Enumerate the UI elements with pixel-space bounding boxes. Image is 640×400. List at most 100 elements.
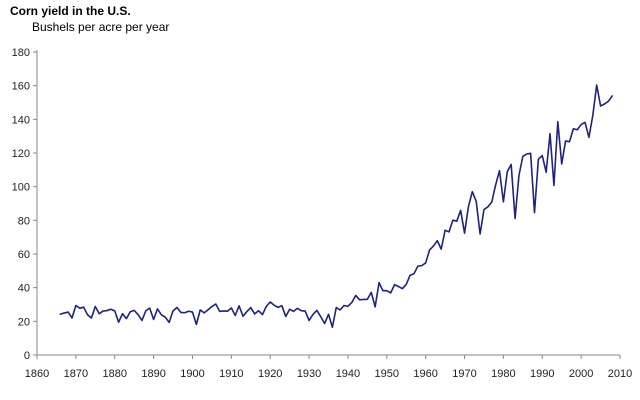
- data-point: [339, 309, 341, 311]
- data-point: [110, 308, 112, 310]
- data-point: [133, 310, 135, 312]
- data-point: [433, 245, 435, 247]
- data-point: [483, 209, 485, 211]
- data-point: [75, 305, 77, 307]
- data-point: [526, 153, 528, 155]
- data-point: [273, 304, 275, 306]
- y-tick-label: 40: [18, 283, 30, 295]
- data-point: [203, 312, 205, 314]
- x-tick-label: 1870: [64, 368, 88, 380]
- data-point: [495, 184, 497, 186]
- data-point: [137, 314, 139, 316]
- data-point: [499, 170, 501, 172]
- data-point: [161, 314, 163, 316]
- data-point: [335, 307, 337, 309]
- data-point: [437, 240, 439, 242]
- data-point: [67, 311, 69, 313]
- x-tick-label: 1980: [491, 368, 515, 380]
- data-point: [266, 306, 268, 308]
- data-point: [141, 320, 143, 322]
- x-tick-label: 1950: [375, 368, 399, 380]
- data-point: [79, 307, 81, 309]
- data-point: [359, 299, 361, 301]
- data-point: [370, 292, 372, 294]
- chart-title: Corn yield in the U.S.: [10, 4, 131, 18]
- data-point: [211, 306, 213, 308]
- data-point: [285, 316, 287, 318]
- data-point: [557, 121, 559, 123]
- data-point: [378, 282, 380, 284]
- y-tick-label: 80: [18, 215, 30, 227]
- data-point: [487, 206, 489, 208]
- data-point: [316, 310, 318, 312]
- y-tick-label: 20: [18, 316, 30, 328]
- x-tick-label: 1930: [297, 368, 321, 380]
- data-point: [448, 231, 450, 233]
- data-point: [604, 103, 606, 105]
- data-point: [227, 310, 229, 312]
- data-point: [324, 323, 326, 325]
- x-tick-label: 1900: [180, 368, 204, 380]
- data-point: [145, 310, 147, 312]
- data-point: [569, 141, 571, 143]
- data-point: [91, 317, 93, 319]
- data-point: [234, 315, 236, 317]
- data-point: [573, 128, 575, 130]
- data-point: [398, 286, 400, 288]
- data-point: [98, 313, 100, 315]
- data-point: [289, 308, 291, 310]
- data-point: [328, 313, 330, 315]
- y-tick-label: 100: [12, 182, 30, 194]
- x-tick-label: 1880: [102, 368, 126, 380]
- data-point: [102, 310, 104, 312]
- data-point: [250, 307, 252, 309]
- data-point: [231, 307, 233, 309]
- data-point: [351, 302, 353, 304]
- y-tick-label: 180: [12, 47, 30, 59]
- corn-yield-series-line: [59, 84, 614, 329]
- x-tick-label: 1890: [141, 368, 165, 380]
- data-point: [394, 284, 396, 286]
- data-point: [172, 310, 174, 312]
- data-point: [405, 284, 407, 286]
- data-point: [382, 290, 384, 292]
- data-point: [592, 115, 594, 117]
- data-point: [576, 129, 578, 131]
- data-point: [246, 311, 248, 313]
- data-point: [541, 155, 543, 157]
- data-point: [584, 122, 586, 124]
- data-point: [538, 158, 540, 160]
- data-point: [444, 229, 446, 231]
- data-point: [207, 309, 209, 311]
- data-point: [238, 305, 240, 307]
- data-point: [312, 314, 314, 316]
- data-point: [530, 153, 532, 155]
- data-point: [425, 262, 427, 264]
- x-tick-label: 1910: [219, 368, 243, 380]
- data-point: [192, 311, 194, 313]
- data-point: [611, 95, 613, 97]
- data-point: [608, 101, 610, 103]
- data-point: [196, 324, 198, 326]
- data-point: [168, 322, 170, 324]
- data-point: [402, 288, 404, 290]
- data-point: [417, 265, 419, 267]
- data-point: [320, 316, 322, 318]
- data-point: [600, 105, 602, 107]
- data-point: [114, 310, 116, 312]
- x-tick-label: 1990: [530, 368, 554, 380]
- data-point: [534, 212, 536, 214]
- data-point: [553, 185, 555, 187]
- data-point: [386, 290, 388, 292]
- data-point: [184, 312, 186, 314]
- data-point: [180, 312, 182, 314]
- data-point: [106, 310, 108, 312]
- data-point: [565, 140, 567, 142]
- data-point: [390, 292, 392, 294]
- x-tick-label: 2010: [608, 368, 632, 380]
- y-tick-label: 160: [12, 81, 30, 93]
- data-point: [118, 321, 120, 323]
- data-point: [122, 313, 124, 315]
- data-point: [421, 265, 423, 267]
- data-point: [304, 310, 306, 312]
